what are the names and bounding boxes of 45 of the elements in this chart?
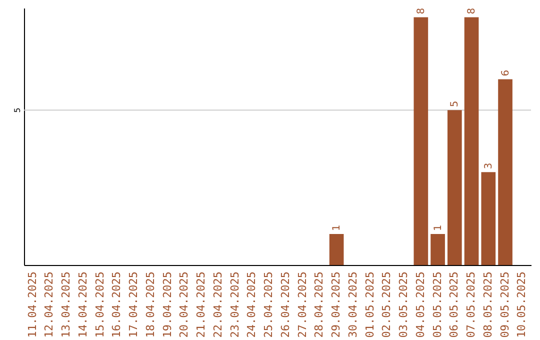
x-tick-label: 26.04.2025: [278, 272, 292, 338]
x-tick-label: 02.05.2025: [380, 272, 394, 338]
x-tick-label: 30.04.2025: [346, 272, 360, 338]
data-label: 1: [432, 224, 444, 232]
data-label: 5: [450, 100, 461, 108]
bar: [329, 234, 344, 265]
x-tick-label: 01.05.2025: [363, 272, 376, 338]
x-tick-label: 21.04.2025: [194, 272, 208, 338]
x-tick-label: 09.05.2025: [498, 272, 512, 338]
data-label: 8: [466, 8, 478, 14]
x-tick-label: 15.04.2025: [93, 272, 106, 338]
x-tick-label: 17.04.2025: [127, 272, 140, 338]
x-tick-label: 24.04.2025: [245, 272, 258, 338]
x-tick-label: 11.04.2025: [26, 272, 39, 338]
bar: [498, 79, 512, 265]
x-tick-label: 14.04.2025: [76, 272, 90, 338]
x-tick-label: 20.04.2025: [178, 272, 191, 338]
bar: [464, 17, 479, 265]
x-tick-label: 19.04.2025: [160, 272, 174, 338]
x-tick-label: 28.04.2025: [312, 272, 326, 338]
x-tick-label: 18.04.2025: [144, 272, 157, 338]
data-label: 6: [500, 70, 512, 76]
x-tick-label: 23.04.2025: [228, 272, 242, 338]
x-tick-label: 04.05.2025: [414, 272, 427, 338]
bar: [447, 110, 462, 265]
x-tick-label: 06.05.2025: [448, 272, 461, 338]
x-tick-label: 05.05.2025: [430, 272, 444, 338]
ref-line-label: 5: [13, 108, 22, 113]
data-label: 3: [483, 162, 494, 170]
x-tick-label: 27.04.2025: [296, 272, 309, 338]
x-tick-label: 10.05.2025: [515, 272, 528, 338]
data-label: 8: [416, 8, 427, 14]
x-tick-label: 08.05.2025: [481, 272, 494, 338]
x-tick-label: 13.04.2025: [60, 272, 73, 338]
bar: [414, 17, 428, 265]
bar: [481, 172, 496, 265]
x-tick-label: 03.05.2025: [397, 272, 410, 338]
x-tick-label: 25.04.2025: [262, 272, 276, 338]
x-tick-label: 07.05.2025: [464, 272, 478, 338]
x-tick-label: 16.04.2025: [110, 272, 124, 338]
x-tick-label: 29.04.2025: [330, 272, 343, 338]
data-label: 1: [332, 224, 343, 232]
x-tick-label: 12.04.2025: [42, 272, 56, 338]
x-tick-label: 22.04.2025: [211, 272, 224, 338]
bar: [430, 234, 445, 265]
